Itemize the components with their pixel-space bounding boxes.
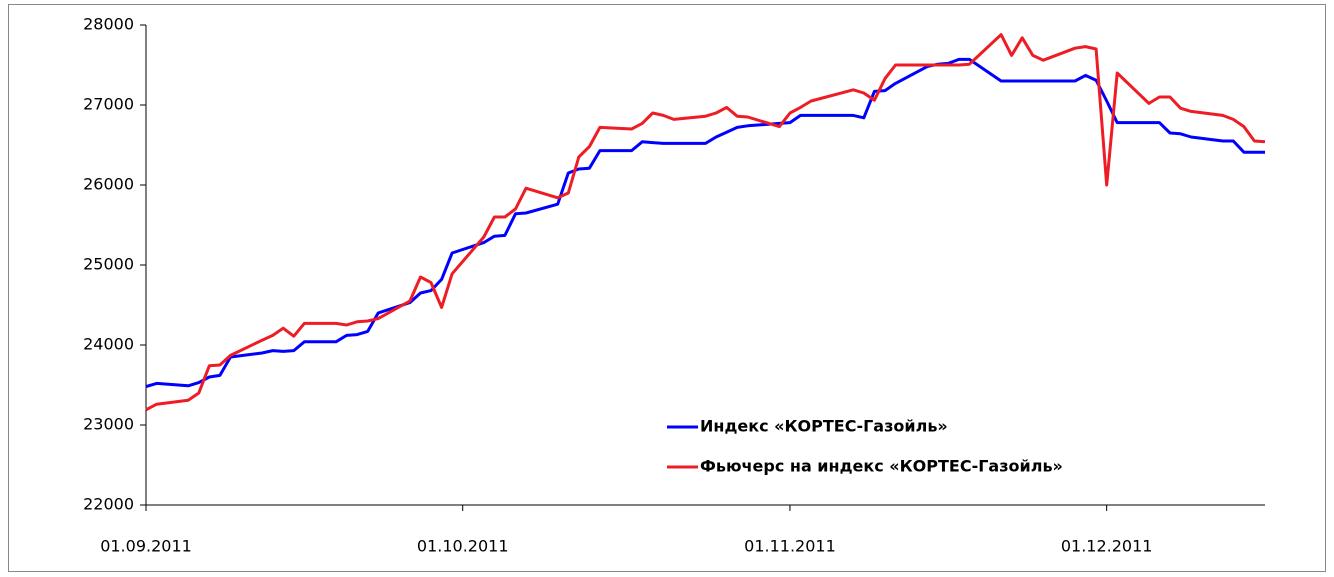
y-tick-label: 23000 [83,415,134,434]
x-tick-label: 01.09.2011 [100,537,192,556]
chart-border [8,4,1326,572]
y-tick-label: 26000 [83,175,134,194]
y-tick-label: 22000 [83,495,134,514]
y-tick-label: 28000 [83,15,134,34]
x-tick-label: 01.11.2011 [744,537,836,556]
y-tick-label: 24000 [83,335,134,354]
series-line [145,33,1266,412]
legend-label: Фьючерс на индекс «КОРТЕС-Газойль» [700,457,1063,476]
x-tick-label: 01.12.2011 [1061,537,1153,556]
y-tick-label: 25000 [83,255,134,274]
series-line [145,57,1265,389]
legend-label: Индекс «КОРТЕС-Газойль» [700,417,948,436]
x-tick-label: 01.10.2011 [417,537,509,556]
y-tick-label: 27000 [83,95,134,114]
